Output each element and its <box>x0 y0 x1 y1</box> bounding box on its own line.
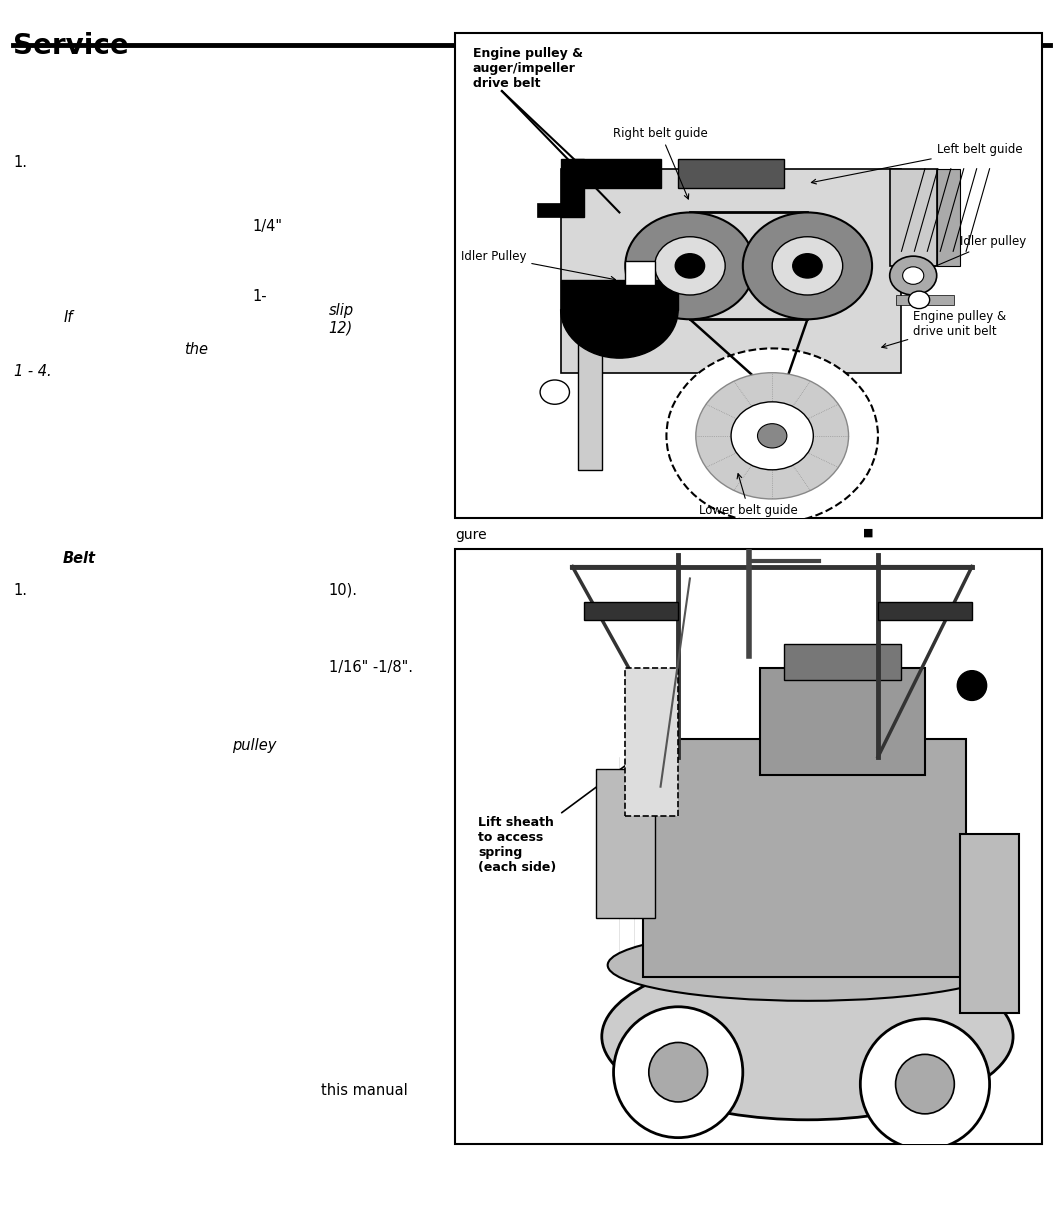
Text: the: the <box>184 342 208 357</box>
Bar <box>678 159 783 188</box>
Circle shape <box>957 670 987 700</box>
Bar <box>584 602 678 620</box>
Text: pulley: pulley <box>232 738 276 753</box>
Wedge shape <box>560 310 678 358</box>
Text: Engine pulley &
auger/impeller
drive belt: Engine pulley & auger/impeller drive bel… <box>473 47 582 90</box>
Text: 1.: 1. <box>14 583 27 597</box>
Circle shape <box>793 254 822 278</box>
Text: Service: Service <box>13 32 128 59</box>
FancyBboxPatch shape <box>643 739 966 977</box>
Bar <box>625 261 655 285</box>
Circle shape <box>540 380 570 404</box>
Ellipse shape <box>608 930 1008 1000</box>
Circle shape <box>614 1006 742 1138</box>
Bar <box>937 169 960 266</box>
Bar <box>455 33 1042 518</box>
Text: 1-: 1- <box>253 289 267 304</box>
Bar <box>560 280 678 310</box>
Text: If: If <box>63 310 73 324</box>
Circle shape <box>902 267 923 284</box>
Circle shape <box>896 1054 954 1114</box>
Text: Engine pulley &
drive unit belt: Engine pulley & drive unit belt <box>881 310 1007 348</box>
Text: Left belt guide: Left belt guide <box>812 143 1022 185</box>
Circle shape <box>890 256 937 295</box>
Bar <box>560 159 584 217</box>
Bar <box>573 159 660 188</box>
Text: Idler pulley: Idler pulley <box>917 236 1027 274</box>
Bar <box>960 834 1019 1012</box>
Bar <box>537 203 584 217</box>
Circle shape <box>649 1043 708 1102</box>
Circle shape <box>860 1019 990 1150</box>
Bar <box>783 643 901 680</box>
Text: 10).: 10). <box>329 583 358 597</box>
Circle shape <box>731 402 813 470</box>
Bar <box>760 668 925 775</box>
Bar <box>625 668 678 816</box>
Text: Idler Pulley: Idler Pulley <box>461 250 615 282</box>
Text: 1/16" -1/8".: 1/16" -1/8". <box>329 660 413 675</box>
Circle shape <box>625 212 755 319</box>
Text: 1 - 4.: 1 - 4. <box>14 364 52 379</box>
Circle shape <box>757 424 787 448</box>
Text: Belt: Belt <box>63 551 96 566</box>
Text: this manual: this manual <box>321 1083 408 1097</box>
Bar <box>890 169 937 266</box>
Bar <box>596 768 655 918</box>
Text: ■: ■ <box>863 528 874 538</box>
Text: Lift sheath
to access
spring
(each side): Lift sheath to access spring (each side) <box>478 760 633 874</box>
Bar <box>578 324 602 470</box>
Text: 1/4": 1/4" <box>253 219 282 233</box>
Circle shape <box>696 373 849 499</box>
Text: Lower belt guide: Lower belt guide <box>699 473 798 517</box>
Bar <box>878 602 972 620</box>
Text: gure: gure <box>455 528 486 543</box>
Circle shape <box>772 237 842 295</box>
Text: slip: slip <box>329 304 354 318</box>
Text: 1.: 1. <box>14 155 27 170</box>
Circle shape <box>909 291 930 308</box>
Bar <box>896 295 954 305</box>
Circle shape <box>742 212 872 319</box>
Text: Right belt guide: Right belt guide <box>613 126 708 199</box>
Bar <box>455 549 1042 1144</box>
Text: 12): 12) <box>329 320 353 335</box>
Ellipse shape <box>602 953 1013 1119</box>
Bar <box>560 169 901 373</box>
Circle shape <box>675 254 704 278</box>
Circle shape <box>655 237 726 295</box>
Circle shape <box>667 348 878 523</box>
